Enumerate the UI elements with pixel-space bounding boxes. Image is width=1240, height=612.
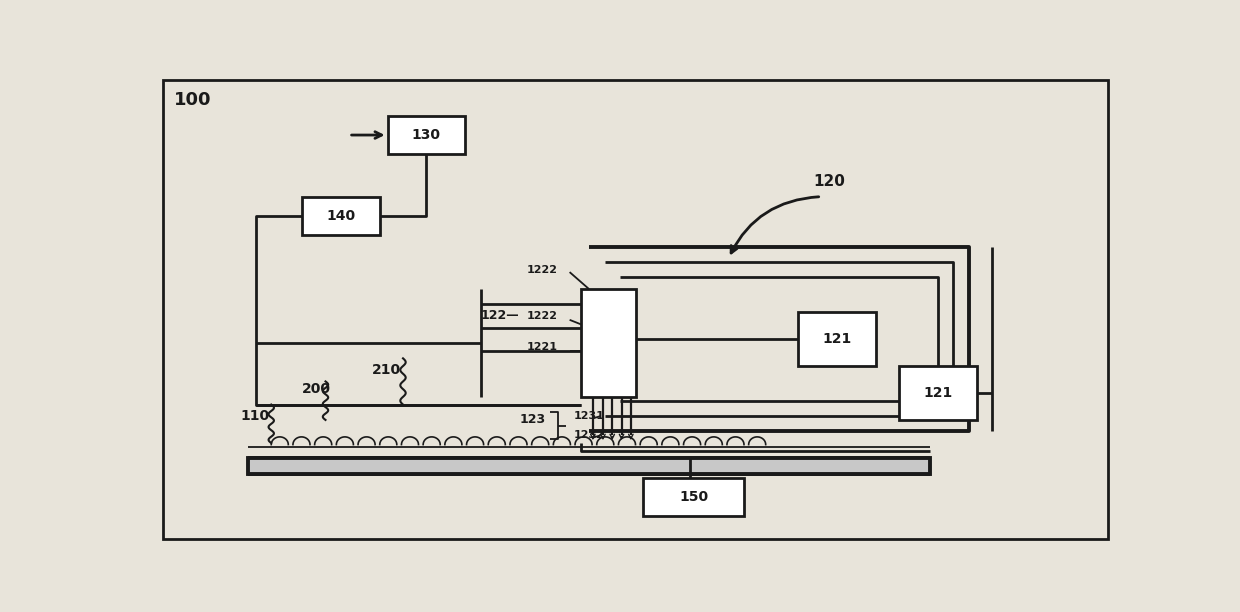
Text: 123: 123 [520,414,546,427]
Bar [248,458,930,474]
Text: 120: 120 [813,174,846,188]
Text: 100: 100 [175,91,212,110]
Text: 140: 140 [326,209,356,223]
Text: 1231: 1231 [573,411,604,421]
Text: 110: 110 [241,409,269,423]
Bar [644,478,744,516]
Bar [303,196,379,235]
Text: 130: 130 [412,128,440,142]
Bar [248,458,930,474]
Text: 1222: 1222 [527,311,558,321]
Text: 200: 200 [303,382,331,396]
Text: 210: 210 [372,363,401,377]
Bar [799,312,875,366]
Bar [387,116,465,154]
Text: 121: 121 [822,332,852,346]
Text: 121: 121 [923,386,952,400]
Bar [582,289,635,397]
Text: 122—: 122— [481,310,520,323]
Text: 1221: 1221 [527,341,558,352]
Text: 150: 150 [680,490,708,504]
Bar [899,366,977,420]
Text: 1222: 1222 [527,265,558,275]
Text: 1232: 1232 [573,430,604,441]
